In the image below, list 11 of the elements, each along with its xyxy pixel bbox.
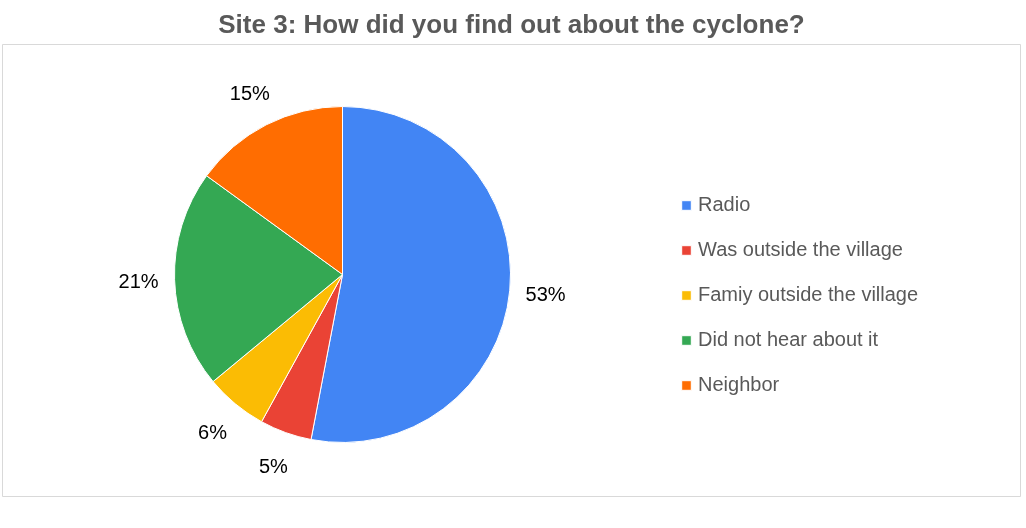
- legend-label: Radio: [698, 193, 751, 216]
- data-label: 6%: [198, 420, 228, 443]
- data-label: 5%: [258, 455, 289, 478]
- chart-title: Site 3: How did you find out about the cyclone?: [218, 8, 805, 39]
- legend-label: Neighbor: [698, 373, 780, 396]
- legend-label: Famiy outside the village: [698, 283, 919, 306]
- legend-label: Did not hear about it: [698, 328, 879, 351]
- legend-label: Was outside the village: [698, 238, 903, 261]
- data-label: 21%: [118, 269, 159, 292]
- data-label: 53%: [525, 282, 566, 305]
- data-label: 15%: [229, 81, 271, 104]
